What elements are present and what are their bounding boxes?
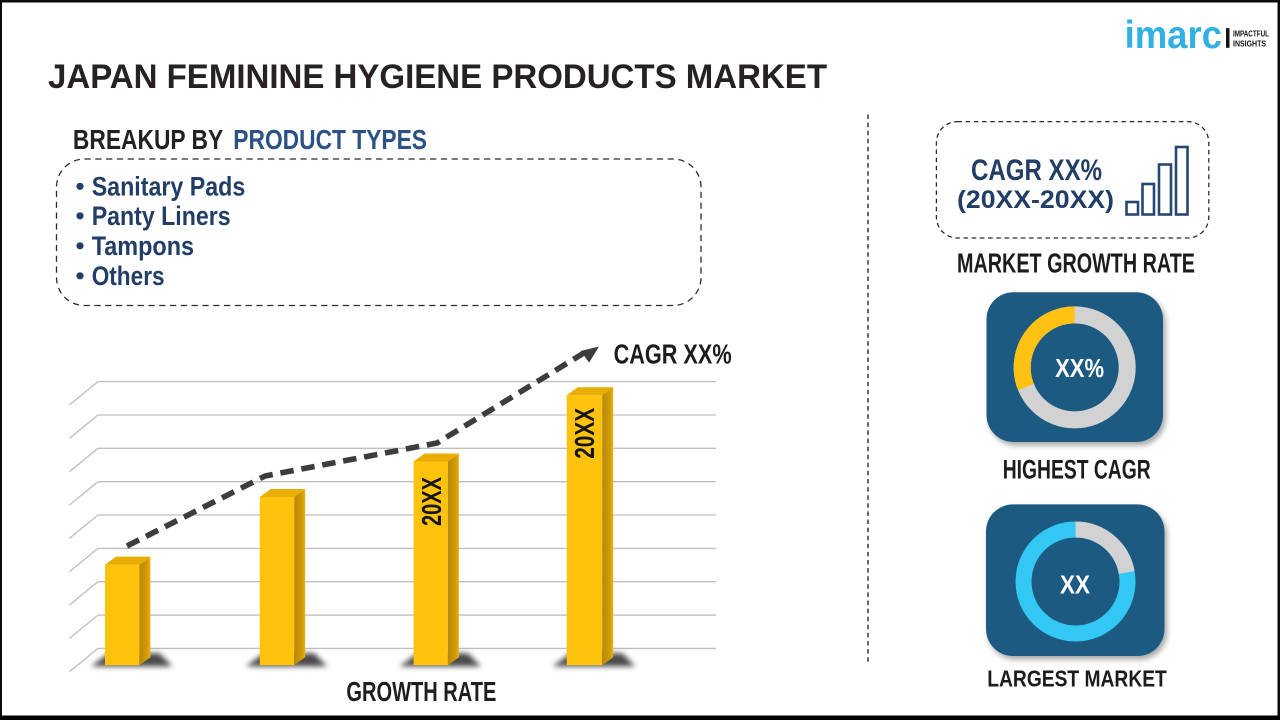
svg-text:Sanitary Pads: Sanitary Pads <box>92 172 246 202</box>
svg-text:(20XX-20XX): (20XX-20XX) <box>957 186 1114 214</box>
svg-text:20XX: 20XX <box>569 407 600 458</box>
svg-text:HIGHEST CAGR: HIGHEST CAGR <box>1003 455 1151 485</box>
svg-text:BREAKUP BY: BREAKUP BY <box>73 124 224 155</box>
svg-text:LARGEST MARKET: LARGEST MARKET <box>987 666 1167 692</box>
svg-text:XX%: XX% <box>1055 353 1104 383</box>
svg-text:Tampons: Tampons <box>92 231 194 261</box>
svg-text:XX: XX <box>1060 570 1091 600</box>
svg-text:INSIGHTS: INSIGHTS <box>1233 38 1266 48</box>
svg-text:CAGR XX%: CAGR XX% <box>971 154 1102 187</box>
svg-text:PRODUCT TYPES: PRODUCT TYPES <box>233 124 427 155</box>
svg-text:Others: Others <box>92 261 165 291</box>
svg-text:Panty Liners: Panty Liners <box>92 201 231 231</box>
svg-text:MARKET GROWTH RATE: MARKET GROWTH RATE <box>957 248 1195 279</box>
svg-text:imarc: imarc <box>1125 14 1222 57</box>
svg-text:20XX: 20XX <box>416 477 447 526</box>
svg-text:GROWTH RATE: GROWTH RATE <box>346 676 496 707</box>
svg-text:CAGR XX%: CAGR XX% <box>614 339 732 370</box>
svg-text:IMPACTFUL: IMPACTFUL <box>1233 29 1269 39</box>
svg-text:JAPAN FEMININE HYGIENE PRODUCT: JAPAN FEMININE HYGIENE PRODUCTS MARKET <box>48 58 827 96</box>
